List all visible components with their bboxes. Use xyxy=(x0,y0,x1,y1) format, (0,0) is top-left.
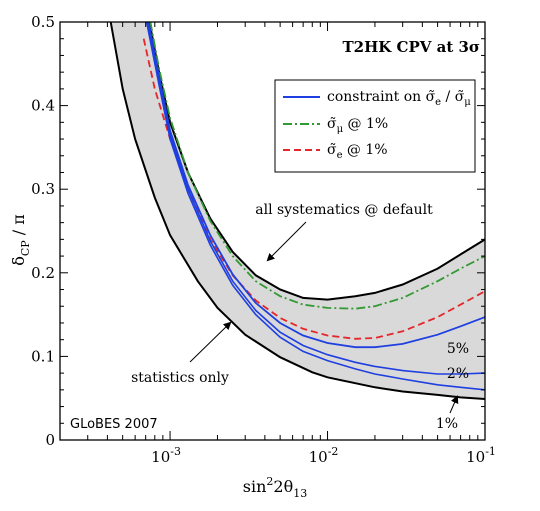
legend-label-sigma-mu: σ̃μ @ 1% xyxy=(327,116,388,135)
upper-boundary-label: all systematics @ default xyxy=(255,202,433,218)
legend-label-constraint: constraint on σ̃e / σ̃μ xyxy=(327,89,471,108)
upper-boundary-line xyxy=(148,22,485,301)
series-line-1 xyxy=(142,38,485,340)
series-line-4 xyxy=(145,22,485,391)
plot-frame xyxy=(59,21,486,441)
y-tick-label: 0.4 xyxy=(31,97,55,115)
x-axis-label: sin22θ13 xyxy=(243,475,307,500)
watermark-label: GLoBES 2007 xyxy=(70,417,158,432)
band-fill xyxy=(110,22,485,399)
series-line-0 xyxy=(149,22,485,310)
y-tick-label: 0 xyxy=(45,431,55,449)
curve-label-1pct: 1% xyxy=(436,416,458,432)
legend-label-sigma-e: σ̃e @ 1% xyxy=(327,142,388,161)
x-tick-label: 10-2 xyxy=(309,445,339,466)
lower-boundary-line xyxy=(109,22,485,400)
legend-box xyxy=(274,79,476,173)
one-percent-arrow xyxy=(449,395,459,414)
lower-boundary-label: statistics only xyxy=(131,370,229,386)
series-line-2 xyxy=(147,22,485,349)
curve-label-5pct: 5% xyxy=(447,341,469,357)
y-axis-label: δCP / π xyxy=(9,214,32,266)
chart-title: T2HK CPV at 3σ xyxy=(343,38,480,56)
x-tick-label: 10-1 xyxy=(466,445,496,466)
y-tick-label: 0.3 xyxy=(31,180,55,198)
curve-label-2pct: 2% xyxy=(447,366,469,382)
y-tick-label: 0.5 xyxy=(31,13,55,31)
upper-boundary-arrow xyxy=(266,221,307,262)
x-tick-label: 10-3 xyxy=(151,445,181,466)
series-line-3 xyxy=(146,22,485,375)
y-tick-label: 0.1 xyxy=(31,347,55,365)
y-tick-label: 0.2 xyxy=(31,264,55,282)
lower-boundary-arrow xyxy=(189,321,232,363)
